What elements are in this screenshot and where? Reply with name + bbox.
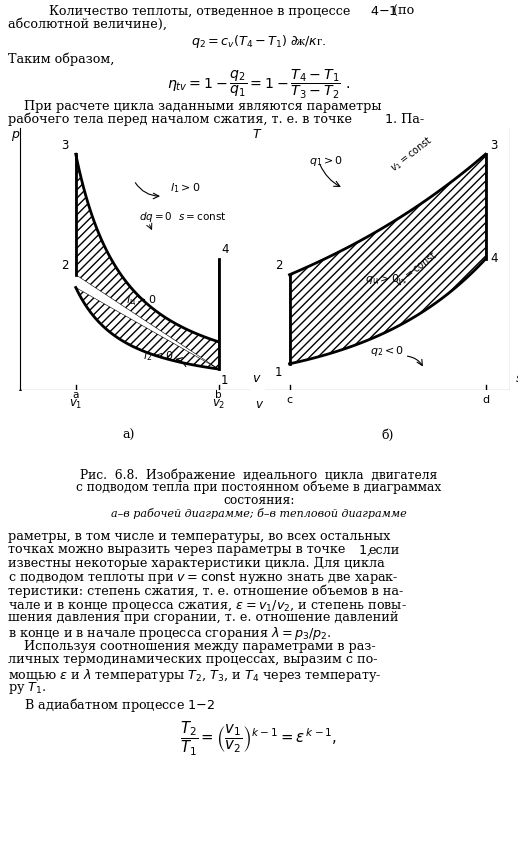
Text: $v$: $v$ — [252, 372, 262, 385]
Text: (по: (по — [393, 5, 414, 18]
Text: $dq{=}0\ \ s{=}\mathrm{const}$: $dq{=}0\ \ s{=}\mathrm{const}$ — [139, 210, 226, 224]
Text: ру $T_1$.: ру $T_1$. — [8, 680, 47, 697]
Text: б): б) — [381, 430, 394, 442]
Text: В адиабатном процессе $1{-}2$: В адиабатном процессе $1{-}2$ — [8, 696, 215, 714]
Text: раметры, в том числе и температуры, во всех остальных: раметры, в том числе и температуры, во в… — [8, 530, 391, 543]
Text: Рис.  6.8.  Изображение  идеального  цикла  двигателя: Рис. 6.8. Изображение идеального цикла д… — [80, 468, 438, 482]
Text: p: p — [11, 128, 19, 141]
Text: c: c — [286, 395, 293, 405]
Text: $4{-}1$: $4{-}1$ — [370, 5, 398, 18]
Text: 4: 4 — [491, 253, 498, 265]
Text: личных термодинамических процессах, выразим с по-: личных термодинамических процессах, выра… — [8, 654, 378, 667]
Text: 3: 3 — [61, 138, 68, 151]
Text: известны некоторые характеристики цикла. Для цикла: известны некоторые характеристики цикла.… — [8, 557, 385, 570]
Text: a: a — [73, 390, 79, 400]
Text: При расчете цикла заданными являются параметры: При расчете цикла заданными являются пар… — [8, 100, 381, 113]
Text: $\eta_{tv} = 1 - \dfrac{q_2}{q_1} = 1 - \dfrac{T_4 - T_1}{T_3 - T_2}\ .$: $\eta_{tv} = 1 - \dfrac{q_2}{q_1} = 1 - … — [167, 68, 351, 101]
Text: $v_2$: $v_2$ — [212, 398, 225, 411]
Text: теристики: степень сжатия, т. е. отношение объемов в на-: теристики: степень сжатия, т. е. отношен… — [8, 584, 403, 598]
Text: $l_2<0$: $l_2<0$ — [143, 349, 173, 362]
Text: $1$,: $1$, — [358, 544, 371, 558]
Text: $q_2<0$: $q_2<0$ — [370, 344, 405, 357]
Text: Таким образом,: Таким образом, — [8, 52, 114, 65]
Text: а): а) — [123, 430, 135, 442]
Text: если: если — [368, 544, 399, 557]
Text: 4: 4 — [221, 243, 228, 256]
Text: $v_1{=}\mathrm{const}$: $v_1{=}\mathrm{const}$ — [388, 133, 436, 175]
Text: Используя соотношения между параметрами в раз-: Используя соотношения между параметрами … — [8, 640, 376, 653]
Text: T: T — [252, 128, 260, 141]
Text: $v_1$: $v_1$ — [69, 398, 82, 411]
Text: $v_1{=}\mathrm{const}$: $v_1{=}\mathrm{const}$ — [393, 248, 441, 290]
Text: d: d — [482, 395, 489, 405]
Text: чале и в конце процесса сжатия, $\varepsilon{=}v_1/v_2$, и степень повы-: чале и в конце процесса сжатия, $\vareps… — [8, 598, 407, 613]
Text: $s$: $s$ — [515, 372, 518, 385]
Text: 1: 1 — [275, 367, 282, 380]
Text: 3: 3 — [491, 138, 498, 151]
Text: $v$: $v$ — [255, 398, 264, 411]
Text: . Па-: . Па- — [393, 113, 424, 126]
Text: Количество теплоты, отведенное в процессе: Количество теплоты, отведенное в процесс… — [49, 5, 350, 18]
Text: в конце и в начале процесса сгорания $\lambda{=}p_3/p_2$.: в конце и в начале процесса сгорания $\l… — [8, 624, 332, 642]
Text: 2: 2 — [275, 259, 282, 272]
Text: $q_{\rm ц}>0$: $q_{\rm ц}>0$ — [365, 272, 400, 288]
Text: с подводом тепла при постоянном объеме в диаграммах: с подводом тепла при постоянном объеме в… — [76, 481, 442, 495]
Text: с подводом теплоты при $v{=}\mathrm{const}$ нужно знать две харак-: с подводом теплоты при $v{=}\mathrm{cons… — [8, 570, 399, 587]
Text: $l_1>0$: $l_1>0$ — [170, 181, 200, 195]
Text: состояния:: состояния: — [223, 494, 295, 507]
Text: 1: 1 — [221, 375, 228, 387]
Text: $\dfrac{T_2}{T_1} = \left(\dfrac{v_1}{v_2}\right)^{k-1} = \varepsilon^{\,k-1},$: $\dfrac{T_2}{T_1} = \left(\dfrac{v_1}{v_… — [180, 720, 338, 758]
Text: рабочего тела перед началом сжатия, т. е. в точке: рабочего тела перед началом сжатия, т. е… — [8, 113, 352, 126]
Text: b: b — [215, 390, 222, 400]
Text: 2: 2 — [61, 259, 68, 272]
Text: а–в рабочей диаграмме; б–в тепловой диаграмме: а–в рабочей диаграмме; б–в тепловой диаг… — [111, 508, 407, 519]
Text: $1$: $1$ — [384, 113, 393, 126]
Text: $q_1>0$: $q_1>0$ — [309, 155, 343, 168]
Text: абсолютной величине),: абсолютной величине), — [8, 18, 167, 31]
Text: точках можно выразить через параметры в точке: точках можно выразить через параметры в … — [8, 544, 346, 557]
Text: шения давления при сгорании, т. е. отношение давлений: шения давления при сгорании, т. е. отнош… — [8, 611, 398, 624]
Text: мощью $\varepsilon$ и $\lambda$ температуры $T_2$, $T_3$, и $T_4$ через температ: мощью $\varepsilon$ и $\lambda$ температ… — [8, 667, 381, 684]
Text: $q_2{=}c_v(T_4-T_1)\ \partial\!\mathcal{ж}/\kappa\mathcal{г}.$: $q_2{=}c_v(T_4-T_1)\ \partial\!\mathcal{… — [192, 33, 326, 50]
Text: $l_{\rm ц}>0$: $l_{\rm ц}>0$ — [126, 294, 156, 308]
